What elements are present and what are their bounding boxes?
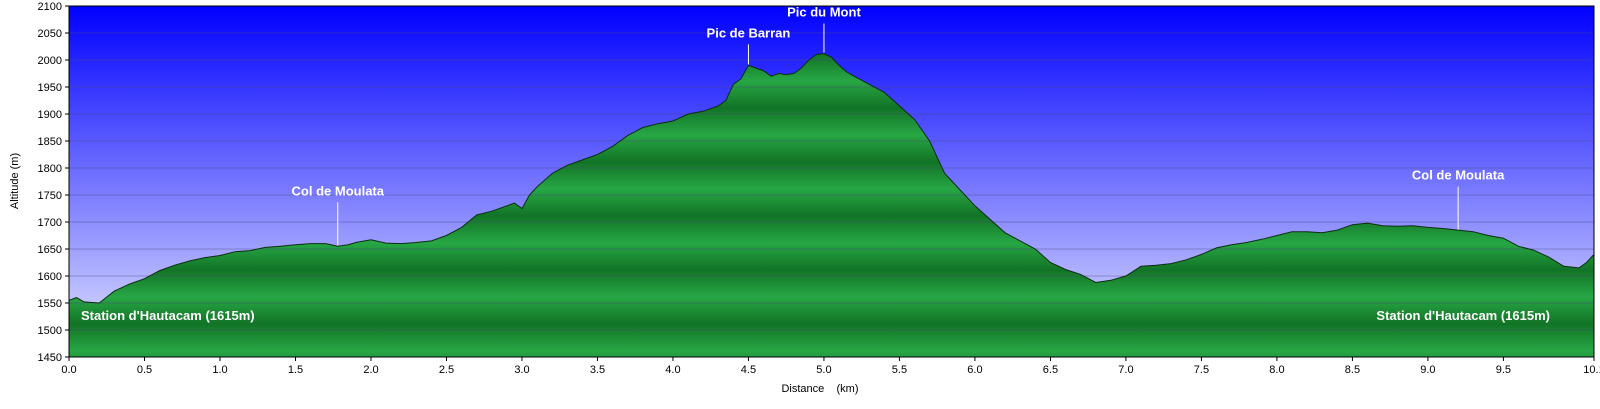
x-tick-label: 7.0 bbox=[1118, 364, 1133, 376]
annotation-label: Pic du Mont bbox=[787, 5, 861, 20]
y-tick-label: 1550 bbox=[38, 298, 62, 310]
station-label-left: Station d'Hautacam (1615m) bbox=[81, 308, 255, 323]
y-tick-label: 1900 bbox=[38, 109, 62, 121]
x-tick-label: 4.5 bbox=[741, 364, 756, 376]
x-tick-label: 2.0 bbox=[363, 364, 378, 376]
annotation-label: Pic de Barran bbox=[707, 25, 791, 40]
x-tick-label: 5.0 bbox=[816, 364, 831, 376]
y-tick-label: 1750 bbox=[38, 190, 62, 202]
x-tick-label: 4.0 bbox=[665, 364, 680, 376]
x-tick-label: 7.5 bbox=[1194, 364, 1209, 376]
y-tick-label: 1600 bbox=[38, 271, 62, 283]
y-tick-label: 1800 bbox=[38, 163, 62, 175]
x-tick-label: 3.5 bbox=[590, 364, 605, 376]
y-tick-label: 1500 bbox=[38, 325, 62, 337]
annotations: Col de Moulata Pic de Barran Pic du Mont Co… bbox=[292, 5, 1505, 246]
y-tick-label: 1850 bbox=[38, 136, 62, 148]
plot-frame bbox=[68, 5, 1595, 358]
y-tick-label: 1700 bbox=[38, 217, 62, 229]
y-tick-label: 2050 bbox=[38, 28, 62, 40]
elevation-line bbox=[68, 52, 1595, 304]
elevation-area bbox=[69, 53, 1594, 357]
x-tick-label: 8.0 bbox=[1269, 364, 1284, 376]
x-tick-label: 6.5 bbox=[1043, 364, 1058, 376]
y-axis-title: Altitude (m) bbox=[9, 153, 21, 209]
grid-lines bbox=[69, 32, 1594, 331]
y-tick-label: 2100 bbox=[38, 1, 62, 13]
x-tick-label: 0.0 bbox=[61, 364, 76, 376]
x-tick-label: 10.1 bbox=[1583, 364, 1600, 376]
y-tick-label: 2000 bbox=[38, 55, 62, 67]
annotation-label: Col de Moulata bbox=[292, 183, 385, 198]
x-tick-label: 1.0 bbox=[212, 364, 227, 376]
x-tick-label: 8.5 bbox=[1345, 364, 1360, 376]
x-tick-label: 2.5 bbox=[439, 364, 454, 376]
elevation-line-path bbox=[68, 52, 1595, 304]
x-tick-label: 0.5 bbox=[137, 364, 152, 376]
x-tick-label: 5.5 bbox=[892, 364, 907, 376]
station-label-right: Station d'Hautacam (1615m) bbox=[1376, 308, 1550, 323]
elevation-area-fill bbox=[69, 53, 1594, 357]
annotation-label: Col de Moulata bbox=[1412, 168, 1505, 183]
y-tick-label: 1650 bbox=[38, 244, 62, 256]
x-tick-label: 1.5 bbox=[288, 364, 303, 376]
y-tick-label: 1950 bbox=[38, 82, 62, 94]
x-axis-title: Distance (km) bbox=[781, 383, 858, 395]
x-tick-label: 9.0 bbox=[1420, 364, 1435, 376]
y-tick-label: 1450 bbox=[38, 352, 62, 364]
x-tick-label: 6.0 bbox=[967, 364, 982, 376]
axes: 1450 1500 1550 1600 1650 1700 1750 1800 1850 1900… bbox=[38, 1, 1600, 376]
x-tick-label: 3.0 bbox=[514, 364, 529, 376]
x-tick-label: 9.5 bbox=[1496, 364, 1511, 376]
